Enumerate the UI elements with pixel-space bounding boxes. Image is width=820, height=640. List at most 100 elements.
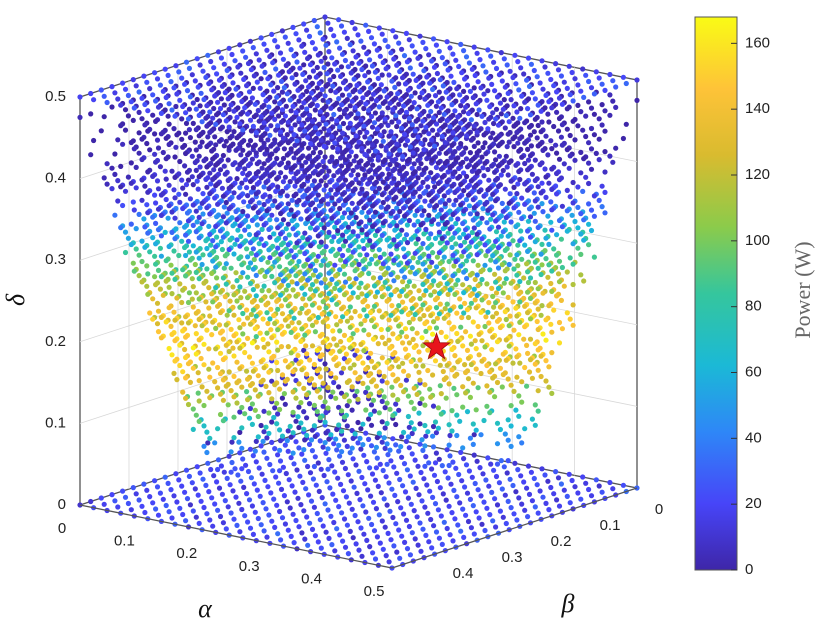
scatter-point xyxy=(460,405,465,410)
scatter-point xyxy=(194,351,199,356)
scatter-point xyxy=(159,335,164,340)
scatter-point xyxy=(503,309,508,314)
scatter-point xyxy=(150,500,155,505)
scatter-point xyxy=(309,91,314,96)
scatter-point xyxy=(405,59,410,64)
scatter-point xyxy=(164,279,169,284)
scatter-point xyxy=(412,426,417,431)
scatter-point xyxy=(230,284,235,289)
scatter-point xyxy=(141,216,146,221)
scatter-point xyxy=(575,103,580,108)
scatter-point xyxy=(231,517,236,522)
scatter-point xyxy=(539,58,544,63)
scatter-point xyxy=(286,222,291,227)
scatter-point xyxy=(556,67,561,72)
scatter-point xyxy=(240,148,245,153)
scatter-point xyxy=(350,408,355,413)
scatter-point xyxy=(513,224,518,229)
scatter-point xyxy=(215,508,220,513)
scatter-point xyxy=(359,210,364,215)
scatter-point xyxy=(194,168,199,173)
scatter-point xyxy=(498,509,503,514)
scatter-point xyxy=(560,204,565,209)
scatter-point xyxy=(274,176,279,181)
scatter-point xyxy=(545,71,550,76)
scatter-point xyxy=(549,166,554,171)
scatter-point xyxy=(212,440,217,445)
scatter-point xyxy=(312,505,317,510)
scatter-point xyxy=(378,462,383,467)
scatter-point xyxy=(279,79,284,84)
scatter-point xyxy=(105,161,110,166)
scatter-point xyxy=(431,404,436,409)
scatter-point xyxy=(451,80,456,85)
scatter-point xyxy=(439,105,444,110)
scatter-point xyxy=(271,415,276,420)
scatter-point xyxy=(515,59,520,64)
scatter-point xyxy=(358,117,363,122)
scatter-point xyxy=(542,64,547,69)
scatter-point xyxy=(423,46,428,51)
scatter-point xyxy=(220,492,225,497)
scatter-point xyxy=(385,441,390,446)
scatter-point xyxy=(366,393,371,398)
scatter-point xyxy=(186,320,191,325)
scatter-point xyxy=(230,162,235,167)
scatter-point xyxy=(307,317,312,322)
scatter-point xyxy=(321,445,326,450)
scatter-point xyxy=(329,55,334,60)
scatter-point xyxy=(159,213,164,218)
scatter-point xyxy=(348,345,353,350)
scatter-point xyxy=(344,86,349,91)
scatter-point xyxy=(518,228,523,233)
scatter-point xyxy=(315,409,320,414)
scatter-point xyxy=(442,255,447,260)
scatter-point xyxy=(514,191,519,196)
scatter-point xyxy=(511,511,516,516)
scatter-point xyxy=(549,207,554,212)
scatter-point xyxy=(445,526,450,531)
scatter-point xyxy=(469,301,474,306)
scatter-point xyxy=(504,113,509,118)
scatter-point xyxy=(245,193,250,198)
scatter-point xyxy=(132,207,137,212)
scatter-point xyxy=(522,324,527,329)
scatter-point xyxy=(158,83,163,88)
scatter-point xyxy=(289,126,294,131)
scatter-point xyxy=(517,299,522,304)
scatter-point xyxy=(360,299,365,304)
scatter-point xyxy=(389,487,394,492)
scatter-point xyxy=(203,75,208,80)
scatter-point xyxy=(516,210,521,215)
scatter-point xyxy=(91,138,96,143)
scatter-point xyxy=(269,111,274,116)
scatter-point xyxy=(331,112,336,117)
scatter-point xyxy=(299,530,304,535)
scatter-point xyxy=(512,461,517,466)
scatter-point xyxy=(304,310,309,315)
scatter-point xyxy=(237,325,242,330)
scatter-point xyxy=(366,373,371,378)
scatter-point xyxy=(322,14,327,19)
scatter-point xyxy=(197,276,202,281)
scatter-point xyxy=(266,512,271,517)
scatter-point xyxy=(215,202,220,207)
scatter-point xyxy=(490,294,495,299)
scatter-point xyxy=(469,362,474,367)
scatter-point xyxy=(436,283,441,288)
scatter-point xyxy=(318,150,323,155)
scatter-point xyxy=(254,130,259,135)
scatter-point xyxy=(493,116,498,121)
scatter-point xyxy=(142,102,147,107)
scatter-point xyxy=(275,348,280,353)
scatter-point xyxy=(164,177,169,182)
scatter-point xyxy=(265,321,270,326)
scatter-point xyxy=(173,145,178,150)
scatter-point xyxy=(484,506,489,511)
scatter-point xyxy=(266,186,271,191)
scatter-point xyxy=(152,254,157,259)
scatter-point xyxy=(248,39,253,44)
scatter-point xyxy=(399,47,404,52)
scatter-point xyxy=(213,163,218,168)
scatter-point xyxy=(188,196,193,201)
